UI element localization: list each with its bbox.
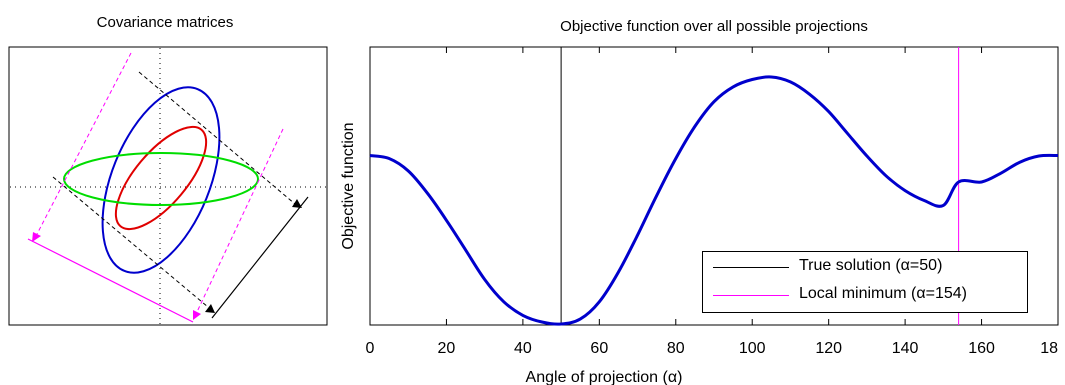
- x-tick-label-5: 100: [739, 340, 766, 357]
- legend-swatch-local-minimum: [713, 295, 789, 296]
- left-axes-box: [8, 46, 328, 326]
- green-covariance-ellipse: [63, 152, 259, 206]
- black-arrowhead-top: [292, 199, 302, 208]
- red-covariance-ellipse: [114, 125, 208, 231]
- x-tick-label-7: 140: [892, 340, 919, 357]
- x-tick-label-0: 0: [366, 340, 375, 357]
- legend-item-true-solution: True solution (α=50): [703, 257, 1027, 279]
- y-axis-label: Objective function: [340, 122, 357, 249]
- legend-swatch-true-solution: [713, 267, 789, 268]
- x-tick-label-3: 60: [590, 340, 608, 357]
- black-dashed-projection-bottom: [52, 176, 209, 308]
- covariance-diagram: [8, 46, 328, 326]
- black-dashed-projection-top: [138, 71, 296, 205]
- magenta-arrowhead-right: [193, 310, 201, 320]
- objective-function-chart: 0 20 40 60 80 100 120 140 160 18 Angle of project…: [340, 46, 1059, 385]
- legend: True solution (α=50) Local minimum (α=15…: [702, 251, 1028, 313]
- blue-covariance-ellipse: [101, 86, 221, 274]
- x-tick-label-8: 160: [968, 340, 995, 357]
- left-chart-title: Covariance matrices: [96, 14, 234, 31]
- magenta-dashed-projection-left: [35, 52, 132, 237]
- x-tick-label-9: 18: [1040, 340, 1058, 357]
- x-ticks: 0 20 40 60 80 100 120 140 160 18: [366, 47, 1058, 357]
- legend-item-local-minimum: Local minimum (α=154): [703, 285, 1027, 307]
- magenta-dashed-projection-right: [195, 128, 284, 315]
- x-axis-label: Angle of projection (α): [526, 369, 683, 385]
- black-arrowhead-bottom: [205, 304, 215, 313]
- magenta-arrowhead-left: [32, 232, 41, 242]
- magenta-projection-axis: [27, 238, 194, 323]
- x-tick-label-2: 40: [514, 340, 532, 357]
- right-chart-title: Objective function over all possible pro…: [560, 18, 868, 35]
- black-projection-axis: [211, 196, 309, 319]
- x-tick-label-6: 120: [815, 340, 842, 357]
- legend-label-true-solution: True solution (α=50): [799, 257, 943, 274]
- x-tick-label-1: 20: [438, 340, 456, 357]
- objective-curve: [369, 75, 1059, 326]
- x-tick-label-4: 80: [667, 340, 685, 357]
- legend-label-local-minimum: Local minimum (α=154): [799, 285, 967, 302]
